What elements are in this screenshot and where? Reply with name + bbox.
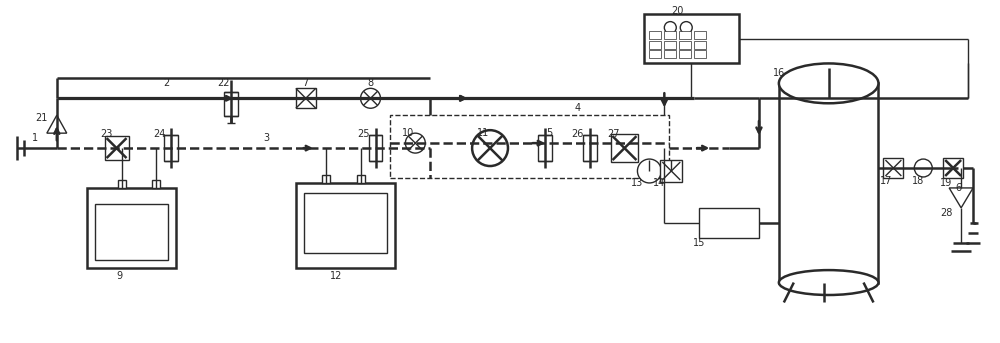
Text: 13: 13 — [631, 178, 644, 188]
Text: 22: 22 — [217, 78, 229, 88]
Bar — [679, 40, 691, 48]
Bar — [538, 135, 552, 161]
Circle shape — [664, 22, 676, 34]
Text: 5: 5 — [547, 128, 553, 138]
Bar — [649, 40, 661, 48]
Bar — [583, 135, 597, 161]
Bar — [304, 193, 387, 253]
Bar — [664, 31, 676, 38]
Text: 24: 24 — [153, 129, 166, 139]
Bar — [95, 204, 168, 260]
Bar — [357, 175, 365, 183]
Bar — [694, 40, 706, 48]
Bar — [322, 175, 330, 183]
Text: 10: 10 — [402, 128, 414, 138]
Bar — [649, 50, 661, 58]
Bar — [649, 31, 661, 38]
Bar — [943, 158, 963, 178]
Bar — [660, 160, 682, 182]
Ellipse shape — [779, 270, 878, 295]
Bar — [118, 180, 126, 188]
Bar — [679, 50, 691, 58]
Circle shape — [680, 22, 692, 34]
Text: 4: 4 — [575, 103, 581, 113]
Bar — [152, 180, 160, 188]
Bar — [390, 115, 669, 178]
Text: 3: 3 — [263, 133, 269, 143]
Bar — [664, 40, 676, 48]
Circle shape — [472, 130, 508, 166]
Text: 19: 19 — [940, 178, 952, 188]
Bar — [296, 88, 316, 108]
Text: 1: 1 — [32, 133, 38, 143]
Text: 25: 25 — [357, 129, 370, 139]
Bar — [611, 134, 638, 162]
Text: 20: 20 — [671, 5, 683, 16]
Text: 12: 12 — [329, 271, 342, 281]
Text: 26: 26 — [571, 129, 584, 139]
Bar — [296, 183, 395, 268]
Bar — [694, 31, 706, 38]
Text: 7: 7 — [303, 78, 309, 88]
Text: 8: 8 — [367, 78, 374, 88]
Text: 6: 6 — [955, 183, 961, 193]
Text: 28: 28 — [940, 208, 952, 218]
Bar — [779, 83, 878, 283]
Bar — [369, 135, 382, 161]
Bar — [87, 188, 176, 268]
Text: 15: 15 — [693, 238, 705, 248]
Bar — [164, 135, 178, 161]
Bar — [644, 14, 739, 63]
Text: 14: 14 — [653, 178, 665, 188]
Bar — [105, 136, 129, 160]
Text: 16: 16 — [773, 68, 785, 79]
Circle shape — [361, 88, 380, 108]
Ellipse shape — [779, 63, 878, 103]
Bar — [694, 50, 706, 58]
Bar — [883, 158, 903, 178]
Text: 11: 11 — [477, 128, 489, 138]
Bar — [679, 31, 691, 38]
Text: 2: 2 — [163, 78, 169, 88]
Circle shape — [637, 159, 661, 183]
Text: 9: 9 — [116, 271, 123, 281]
Text: 23: 23 — [100, 129, 113, 139]
Bar — [224, 92, 238, 116]
Text: 21: 21 — [36, 113, 48, 123]
Text: 17: 17 — [880, 176, 893, 186]
Circle shape — [914, 159, 932, 177]
Bar — [699, 208, 759, 238]
Circle shape — [405, 133, 425, 153]
Text: 27: 27 — [607, 129, 620, 139]
Bar — [664, 50, 676, 58]
Text: 18: 18 — [912, 176, 924, 186]
